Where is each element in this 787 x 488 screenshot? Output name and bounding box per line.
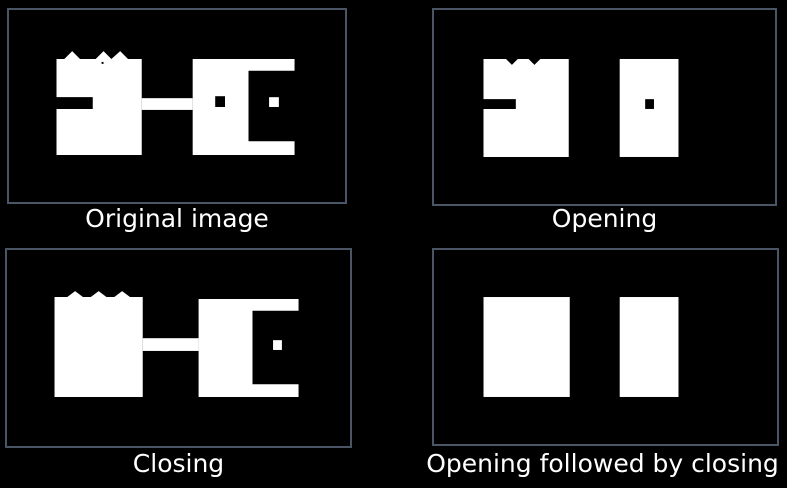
closing-panel	[5, 248, 352, 448]
bridge	[141, 98, 193, 110]
opening-closing-panel	[432, 248, 779, 446]
original-image-panel	[7, 8, 347, 204]
left-block	[54, 291, 143, 397]
hole-left	[215, 96, 225, 107]
speck-right	[273, 340, 282, 350]
left-block	[483, 297, 570, 397]
original-image-caption: Original image	[85, 204, 269, 233]
original-image-shapes	[56, 51, 295, 155]
left-block	[483, 58, 569, 157]
left-block	[56, 51, 142, 155]
right-block	[192, 58, 295, 155]
right-block	[619, 297, 679, 397]
right-block	[198, 299, 299, 397]
bridge	[142, 338, 199, 351]
opening-closing-caption: Opening followed by closing	[426, 449, 779, 478]
opening-closing-shapes	[483, 297, 679, 397]
closing-shapes	[54, 291, 299, 397]
opening-caption: Opening	[551, 204, 658, 233]
speck-right	[269, 97, 279, 107]
closing-caption: Closing	[132, 449, 225, 478]
hole-right	[645, 99, 654, 109]
opening-shapes	[483, 58, 679, 157]
opening-panel	[432, 8, 777, 206]
